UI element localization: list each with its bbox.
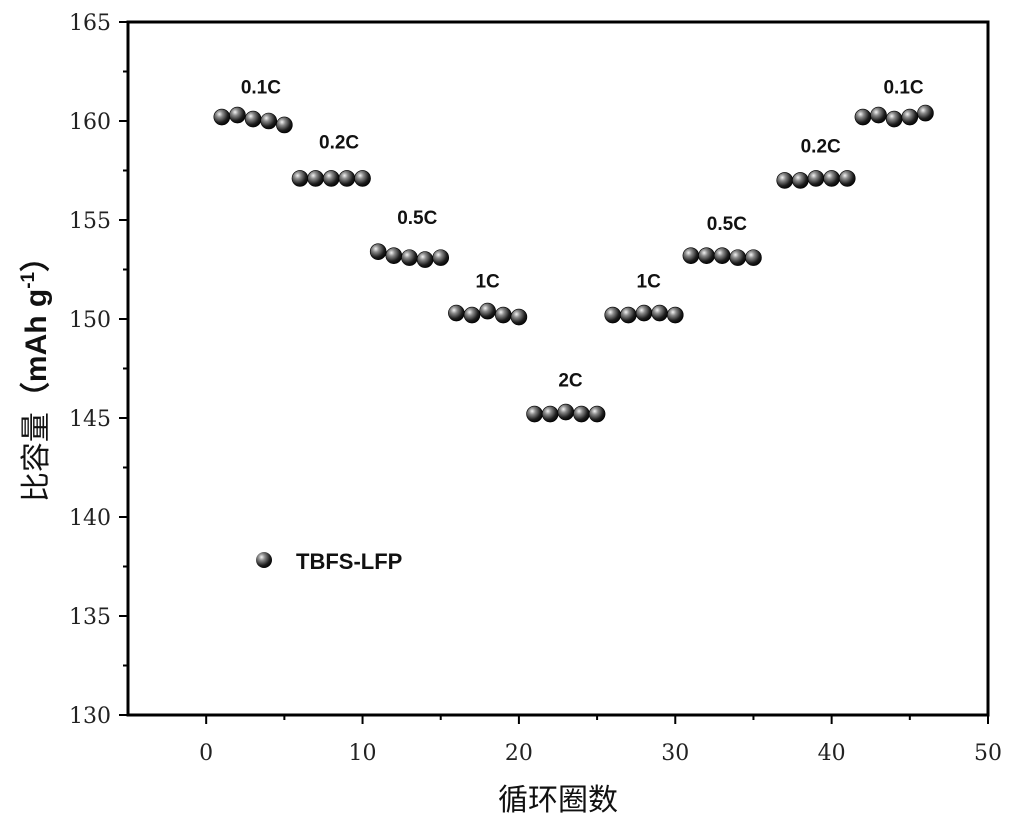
y-tick-label: 145 — [69, 407, 111, 432]
data-point — [401, 249, 418, 266]
x-tick-label: 0 — [199, 741, 213, 766]
data-point — [369, 243, 387, 260]
y-tick-label: 165 — [69, 11, 111, 36]
data-point — [291, 170, 309, 187]
data-point — [651, 304, 668, 322]
x-tick-label: 40 — [818, 741, 846, 766]
data-point — [682, 247, 700, 264]
data-point — [354, 170, 371, 187]
data-point — [338, 170, 356, 187]
data-point — [416, 251, 434, 268]
data-point — [244, 110, 262, 128]
data-point — [854, 108, 872, 126]
x-axis-title: 循环圈数 — [498, 783, 618, 818]
data-point — [604, 306, 622, 324]
data-point — [494, 306, 512, 324]
y-axis-title: 比容量（mAh g-1） — [18, 242, 54, 502]
x-tick-label: 10 — [349, 741, 377, 766]
data-point — [620, 306, 637, 324]
y-tick-label: 130 — [69, 704, 111, 729]
data-point — [557, 403, 575, 421]
data-point — [792, 172, 809, 189]
data-point — [776, 172, 794, 189]
data-point — [260, 112, 278, 130]
data-point — [745, 249, 762, 266]
y-tick-label: 135 — [69, 605, 111, 630]
data-point — [526, 405, 543, 423]
data-point — [635, 304, 653, 322]
rate-label: 0.1C — [883, 77, 923, 98]
y-tick-label: 150 — [69, 308, 111, 333]
rate-label: 0.1C — [241, 77, 281, 98]
data-point — [729, 249, 747, 266]
legend-marker — [256, 552, 272, 568]
x-tick-label: 20 — [505, 741, 533, 766]
data-point — [698, 247, 715, 264]
data-point — [870, 106, 887, 124]
axis-ticks: 0 10 20 30 40 50 130 135 140 145 150 155 160 165 — [69, 11, 1002, 766]
data-point — [666, 306, 684, 324]
rate-label: 0.2C — [319, 133, 359, 154]
x-tick-label: 50 — [974, 741, 1002, 766]
data-point — [541, 405, 559, 423]
data-point — [213, 108, 231, 126]
legend: TBFS-LFP — [256, 549, 402, 574]
rate-label: 0.5C — [397, 208, 437, 229]
data-point — [823, 170, 840, 187]
y-tick-label: 160 — [69, 110, 111, 135]
data-point — [917, 104, 934, 122]
data-point — [807, 170, 825, 187]
rate-label: 2C — [558, 370, 583, 391]
rate-label: 0.2C — [801, 137, 841, 158]
legend-label: TBFS-LFP — [296, 549, 402, 574]
rate-annotations: 0.1C 0.2C 0.5C 1C 2C 1C 0.5C 0.2C 0.1C — [241, 77, 924, 391]
rate-label: 1C — [475, 271, 500, 292]
data-point — [432, 249, 450, 266]
data-point — [573, 405, 590, 423]
data-point — [448, 304, 465, 322]
y-tick-label: 140 — [69, 506, 111, 531]
data-point — [307, 170, 324, 187]
data-point — [463, 306, 481, 324]
data-point — [588, 405, 606, 423]
x-tick-label: 30 — [661, 741, 689, 766]
rate-label: 0.5C — [707, 214, 747, 235]
data-point — [276, 116, 293, 134]
data-point — [229, 106, 246, 124]
data-point — [510, 308, 528, 326]
data-point — [322, 170, 340, 187]
data-point — [838, 170, 856, 187]
data-points — [213, 104, 934, 423]
data-point — [713, 247, 731, 264]
rate-label: 1C — [637, 271, 662, 292]
y-tick-label: 155 — [69, 209, 111, 234]
data-point — [885, 110, 903, 128]
plot-frame — [126, 20, 990, 717]
data-point — [901, 108, 919, 126]
data-point — [479, 302, 496, 320]
data-point — [385, 247, 403, 264]
